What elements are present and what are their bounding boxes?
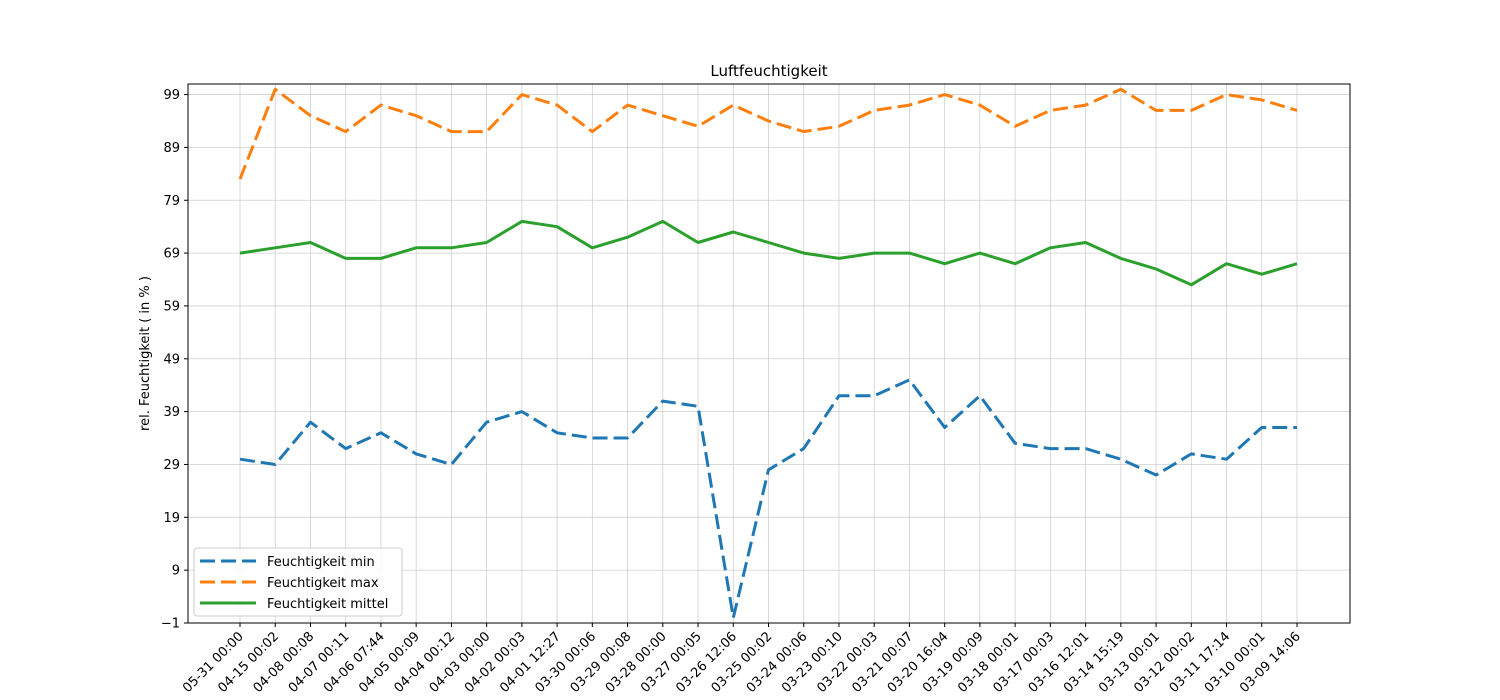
legend: Feuchtigkeit min Feuchtigkeit max Feuchtig… <box>193 547 403 617</box>
series-line-feuchtigkeit-min <box>239 378 1297 620</box>
y-tick-label: 79 <box>163 194 180 209</box>
y-tick-label: 99 <box>163 88 180 103</box>
legend-entry-label: Feuchtigkeit max <box>267 576 379 591</box>
y-tick-label: 69 <box>163 247 180 262</box>
chart-title: Luftfeuchtigkeit <box>710 62 827 80</box>
y-tick-label: −1 <box>161 617 180 632</box>
legend-entry-label: Feuchtigkeit min <box>267 555 375 570</box>
y-tick-label: 19 <box>163 511 180 526</box>
legend-box <box>193 547 403 617</box>
y-tick-label: 49 <box>163 352 180 367</box>
series-line-feuchtigkeit-mittel <box>239 219 1298 287</box>
y-tick-label: 39 <box>163 405 180 420</box>
series-layer <box>238 87 1298 620</box>
legend-entry-label: Feuchtigkeit mittel <box>267 597 388 612</box>
y-axis-label: rel. Feuchtigkeit ( in % ) <box>138 276 153 431</box>
y-tick-label: 59 <box>163 299 180 314</box>
y-tick-label: 29 <box>163 458 180 473</box>
plot-frame <box>187 83 1351 624</box>
y-axis: −1 9 19 29 39 49 59 69 79 89 99 <box>161 88 188 632</box>
y-tick-label: 89 <box>163 141 180 156</box>
series-line-feuchtigkeit-max <box>238 87 1298 180</box>
y-tick-label: 9 <box>172 564 180 579</box>
grid <box>188 84 1350 624</box>
